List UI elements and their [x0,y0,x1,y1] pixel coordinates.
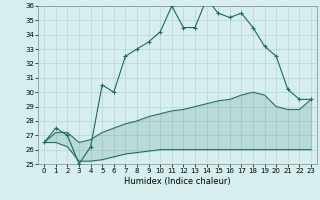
X-axis label: Humidex (Indice chaleur): Humidex (Indice chaleur) [124,177,231,186]
